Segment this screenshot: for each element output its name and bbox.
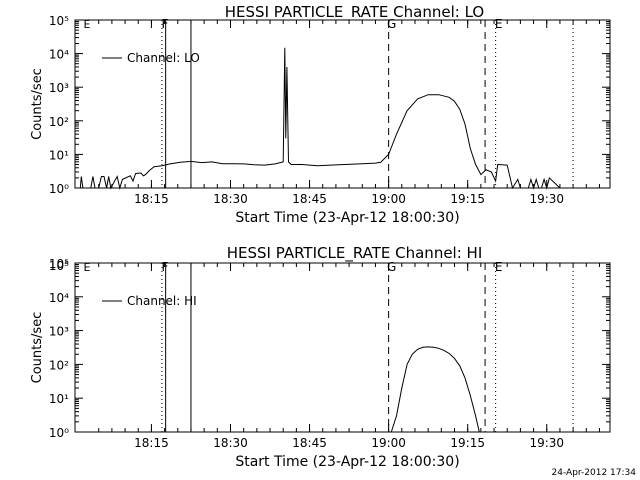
y-tick-label: 10² (49, 358, 69, 372)
legend-label: Channel: HI (127, 294, 197, 308)
x-axis-label: Start Time (23-Apr-12 18:00:30) (235, 454, 459, 470)
y-axis-label: Counts/sec (30, 68, 45, 140)
event-marker-label: E (84, 261, 91, 274)
event-marker-label: G (387, 17, 396, 31)
chart-title: HESSI PARTICLE_RATE Channel: LO (225, 3, 484, 22)
y-tick-label: 10⁵ (49, 257, 69, 271)
x-tick-label: 18:45 (292, 192, 327, 206)
plot-frame (74, 19, 611, 189)
x-tick-label: 18:45 (292, 436, 327, 450)
event-marker-label: G (387, 260, 396, 274)
x-tick-label: 18:30 (213, 436, 248, 450)
y-tick-label: 10¹ (49, 392, 69, 406)
series-line-1 (390, 346, 480, 433)
y-tick-label: 10² (49, 115, 69, 129)
y-tick-label: 10³ (49, 325, 69, 339)
y-tick-label: 10⁴ (49, 291, 69, 305)
x-tick-label: 18:15 (134, 192, 169, 206)
y-tick-label: 10³ (49, 81, 69, 95)
x-tick-label: 19:00 (371, 436, 406, 450)
x-tick-label: 19:15 (450, 192, 485, 206)
y-tick-label: 10⁵ (49, 259, 69, 273)
plot-frame (74, 262, 611, 433)
x-tick-label: 19:00 (371, 192, 406, 206)
y-tick-label: 10⁰ (49, 182, 69, 196)
y-axis-label: Counts/sec (30, 312, 45, 384)
event-marker-label: F (162, 17, 169, 31)
legend-label: Channel: LO (127, 51, 200, 65)
x-tick-label: 19:30 (529, 436, 564, 450)
series-line-1 (79, 47, 561, 190)
y-tick-label: 10⁵ (49, 14, 69, 28)
chart-title: HESSI PARTICLE_RATE Channel: HI (227, 244, 483, 263)
x-tick-label: 18:15 (134, 436, 169, 450)
event-marker-label: E (84, 18, 91, 31)
x-tick-label: 18:30 (213, 192, 248, 206)
y-tick-label: 10⁴ (49, 48, 69, 62)
timestamp: 24-Apr-2012 17:34 (552, 468, 637, 478)
y-tick-label: 10¹ (49, 148, 69, 162)
event-marker-label: E (495, 260, 503, 274)
x-tick-label: 19:30 (529, 192, 564, 206)
event-marker-label: E (495, 17, 503, 31)
y-tick-label: 10⁰ (49, 426, 69, 440)
chart-panel-1: 10⁰ 10¹ 10² 10³ 10⁴ 10⁵ (49, 14, 611, 196)
x-tick-label: 19:15 (450, 436, 485, 450)
event-marker-label: F (162, 260, 169, 274)
x-axis-label: Start Time (23-Apr-12 18:00:30) (235, 210, 459, 226)
